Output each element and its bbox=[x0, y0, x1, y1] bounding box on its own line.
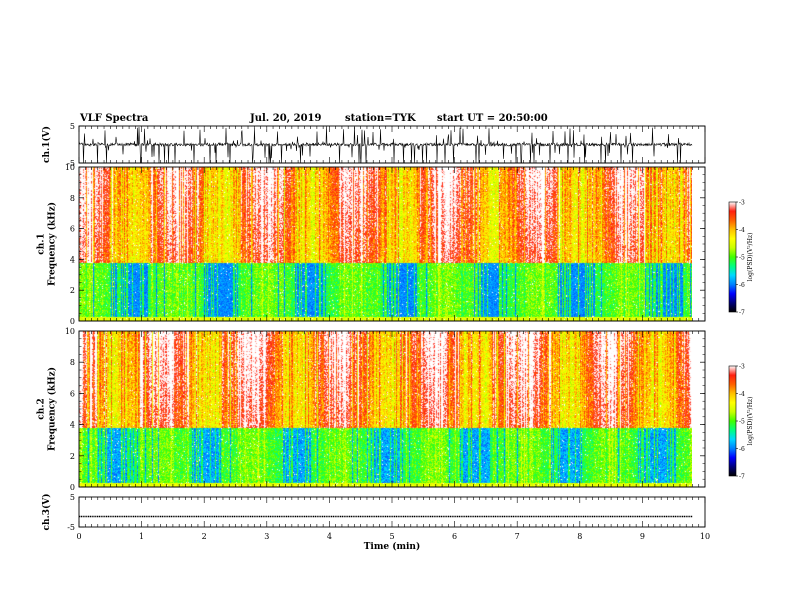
colorbar-tick-label: -5 bbox=[739, 419, 745, 426]
y-tick-label: -5 bbox=[67, 523, 75, 532]
colorbar-label: log(PSD)(V²/Hz) bbox=[747, 397, 754, 446]
y-tick-label: 10 bbox=[65, 327, 75, 336]
x-tick-label: 5 bbox=[389, 532, 394, 541]
y-axis-label: Frequency (kHz) bbox=[47, 367, 58, 451]
x-tick-label: 7 bbox=[515, 532, 520, 541]
colorbar-label: log(PSD)(V²/Hz) bbox=[747, 233, 754, 282]
y-tick-label: 5 bbox=[70, 122, 75, 131]
y-tick-label: 5 bbox=[70, 493, 75, 502]
y-tick-label: 8 bbox=[70, 358, 75, 367]
y-axis-label: ch.3(V) bbox=[41, 494, 52, 531]
x-tick-label: 0 bbox=[76, 532, 81, 541]
colorbar-tick-label: -4 bbox=[739, 391, 745, 398]
colorbar-tick-label: -4 bbox=[739, 227, 745, 234]
y-tick-label: 4 bbox=[70, 255, 75, 264]
plot-title: VLF Spectra bbox=[80, 113, 149, 124]
colorbar-tick-label: -7 bbox=[739, 310, 745, 317]
ch3-waveform-panel: 5 -5 ch.3(V) bbox=[41, 493, 706, 532]
x-axis-label: Time (min) bbox=[364, 541, 421, 552]
y-tick-label: 4 bbox=[70, 421, 75, 430]
x-tick-label: 9 bbox=[640, 532, 645, 541]
colorbar-tick-label: -6 bbox=[739, 282, 745, 289]
y-axis-label: ch.1 bbox=[37, 233, 47, 254]
x-tick-label: 10 bbox=[700, 532, 710, 541]
ch3-waveform-frame bbox=[78, 496, 706, 528]
y-tick-label: 8 bbox=[70, 194, 75, 203]
x-tick-label: 8 bbox=[577, 532, 582, 541]
ch1-spectrogram-colorbar bbox=[728, 201, 737, 313]
colorbar-tick-label: -3 bbox=[739, 200, 745, 207]
y-tick-label: 0 bbox=[70, 483, 75, 492]
x-tick-label: 2 bbox=[202, 532, 207, 541]
x-tick-label: 6 bbox=[452, 532, 457, 541]
spectrogram-image bbox=[79, 331, 692, 487]
y-tick-label: 2 bbox=[70, 452, 75, 461]
y-axis-label: ch.2 bbox=[37, 398, 47, 419]
y-axis-label: Frequency (kHz) bbox=[47, 202, 58, 286]
ch1-waveform-trace bbox=[78, 126, 693, 164]
y-axis-label: ch.1(V) bbox=[41, 126, 52, 163]
spectrogram-image bbox=[79, 167, 692, 321]
y-tick-label: 10 bbox=[65, 163, 75, 172]
colorbar-tick-label: -3 bbox=[739, 364, 745, 371]
x-tick-label: 1 bbox=[139, 532, 144, 541]
plot-date: Jul. 20, 2019 bbox=[250, 113, 322, 124]
y-tick-label: 6 bbox=[70, 225, 75, 234]
y-tick-label: 0 bbox=[70, 317, 75, 326]
plot-station: station=TYK bbox=[345, 113, 416, 124]
colorbar-tick-label: -7 bbox=[739, 474, 745, 481]
ch2-spectrogram-colorbar bbox=[728, 365, 737, 477]
x-tick-label: 3 bbox=[264, 532, 269, 541]
y-tick-label: 2 bbox=[70, 286, 75, 295]
colorbar-tick-label: -5 bbox=[739, 255, 745, 262]
x-tick-label: 4 bbox=[327, 532, 332, 541]
y-tick-label: -5 bbox=[67, 159, 75, 168]
y-tick-label: 6 bbox=[70, 389, 75, 398]
colorbar-tick-label: -6 bbox=[739, 446, 745, 453]
plot-start-time: start UT = 20:50:00 bbox=[437, 113, 548, 124]
ch1-spectrogram-panel: 0 2 4 6 8 10 ch.1 Frequency (kHz) bbox=[37, 163, 706, 326]
